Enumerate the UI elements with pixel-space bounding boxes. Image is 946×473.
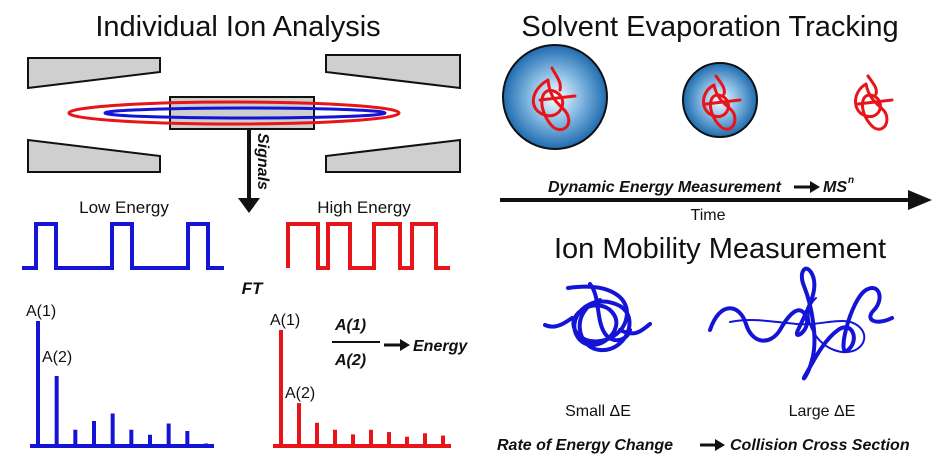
ion-orbit-blue xyxy=(103,106,387,120)
rate-caption: Rate of Energy Change xyxy=(497,437,673,454)
ratio-arrow-head xyxy=(400,339,410,351)
ft-label: FT xyxy=(242,279,264,298)
dynamic-energy-caption: Dynamic Energy Measurement xyxy=(548,179,782,196)
ms-label: MS xyxy=(823,179,847,196)
large-delta-e-label: Large ΔE xyxy=(789,403,856,420)
right-top-title: Solvent Evaporation Tracking xyxy=(521,11,898,43)
high-energy-label: High Energy xyxy=(317,198,411,217)
high-peak-a1-label: A(1) xyxy=(270,312,300,329)
signals-arrow-head xyxy=(238,198,260,213)
time-axis-arrow-head xyxy=(908,190,932,210)
dynamic-arrow-head xyxy=(810,181,820,193)
ratio-denominator: A(2) xyxy=(334,352,366,369)
ratio-result: Energy xyxy=(413,338,468,355)
low-energy-spectrum xyxy=(30,321,214,448)
electrode-top-left xyxy=(27,57,161,90)
left-panel-title: Individual Ion Analysis xyxy=(95,11,380,43)
high-energy-waveform xyxy=(286,222,450,270)
electrode-bottom-right xyxy=(325,138,461,173)
collision-cross-section-label: Collision Cross Section xyxy=(730,437,910,454)
electrode-top-right xyxy=(325,54,461,90)
rate-arrow-head xyxy=(715,439,725,451)
time-label: Time xyxy=(691,207,726,224)
right-bottom-title: Ion Mobility Measurement xyxy=(554,233,886,265)
low-peak-a2-label: A(2) xyxy=(42,349,72,366)
low-peak-a1-label: A(1) xyxy=(26,303,56,320)
low-energy-waveform xyxy=(22,222,224,270)
high-peak-a2-label: A(2) xyxy=(285,385,315,402)
ms-superscript: n xyxy=(848,175,854,186)
ratio-numerator: A(1) xyxy=(334,317,366,334)
ion-coil-medium xyxy=(702,74,742,131)
ion-trap-electrodes xyxy=(27,54,461,173)
ion-orbit-red xyxy=(67,100,401,126)
extended-ion-large xyxy=(708,266,894,381)
compact-ion-small xyxy=(543,282,652,353)
low-energy-label: Low Energy xyxy=(79,198,169,217)
high-energy-spectrum xyxy=(273,330,451,448)
small-delta-e-label: Small ΔE xyxy=(565,403,631,420)
ion-coil-large xyxy=(531,66,577,132)
ion-coil-bare xyxy=(854,74,894,131)
signals-label: Signals xyxy=(254,133,271,190)
extended-ion-strand xyxy=(729,297,866,353)
electrode-bottom-left xyxy=(27,138,161,173)
